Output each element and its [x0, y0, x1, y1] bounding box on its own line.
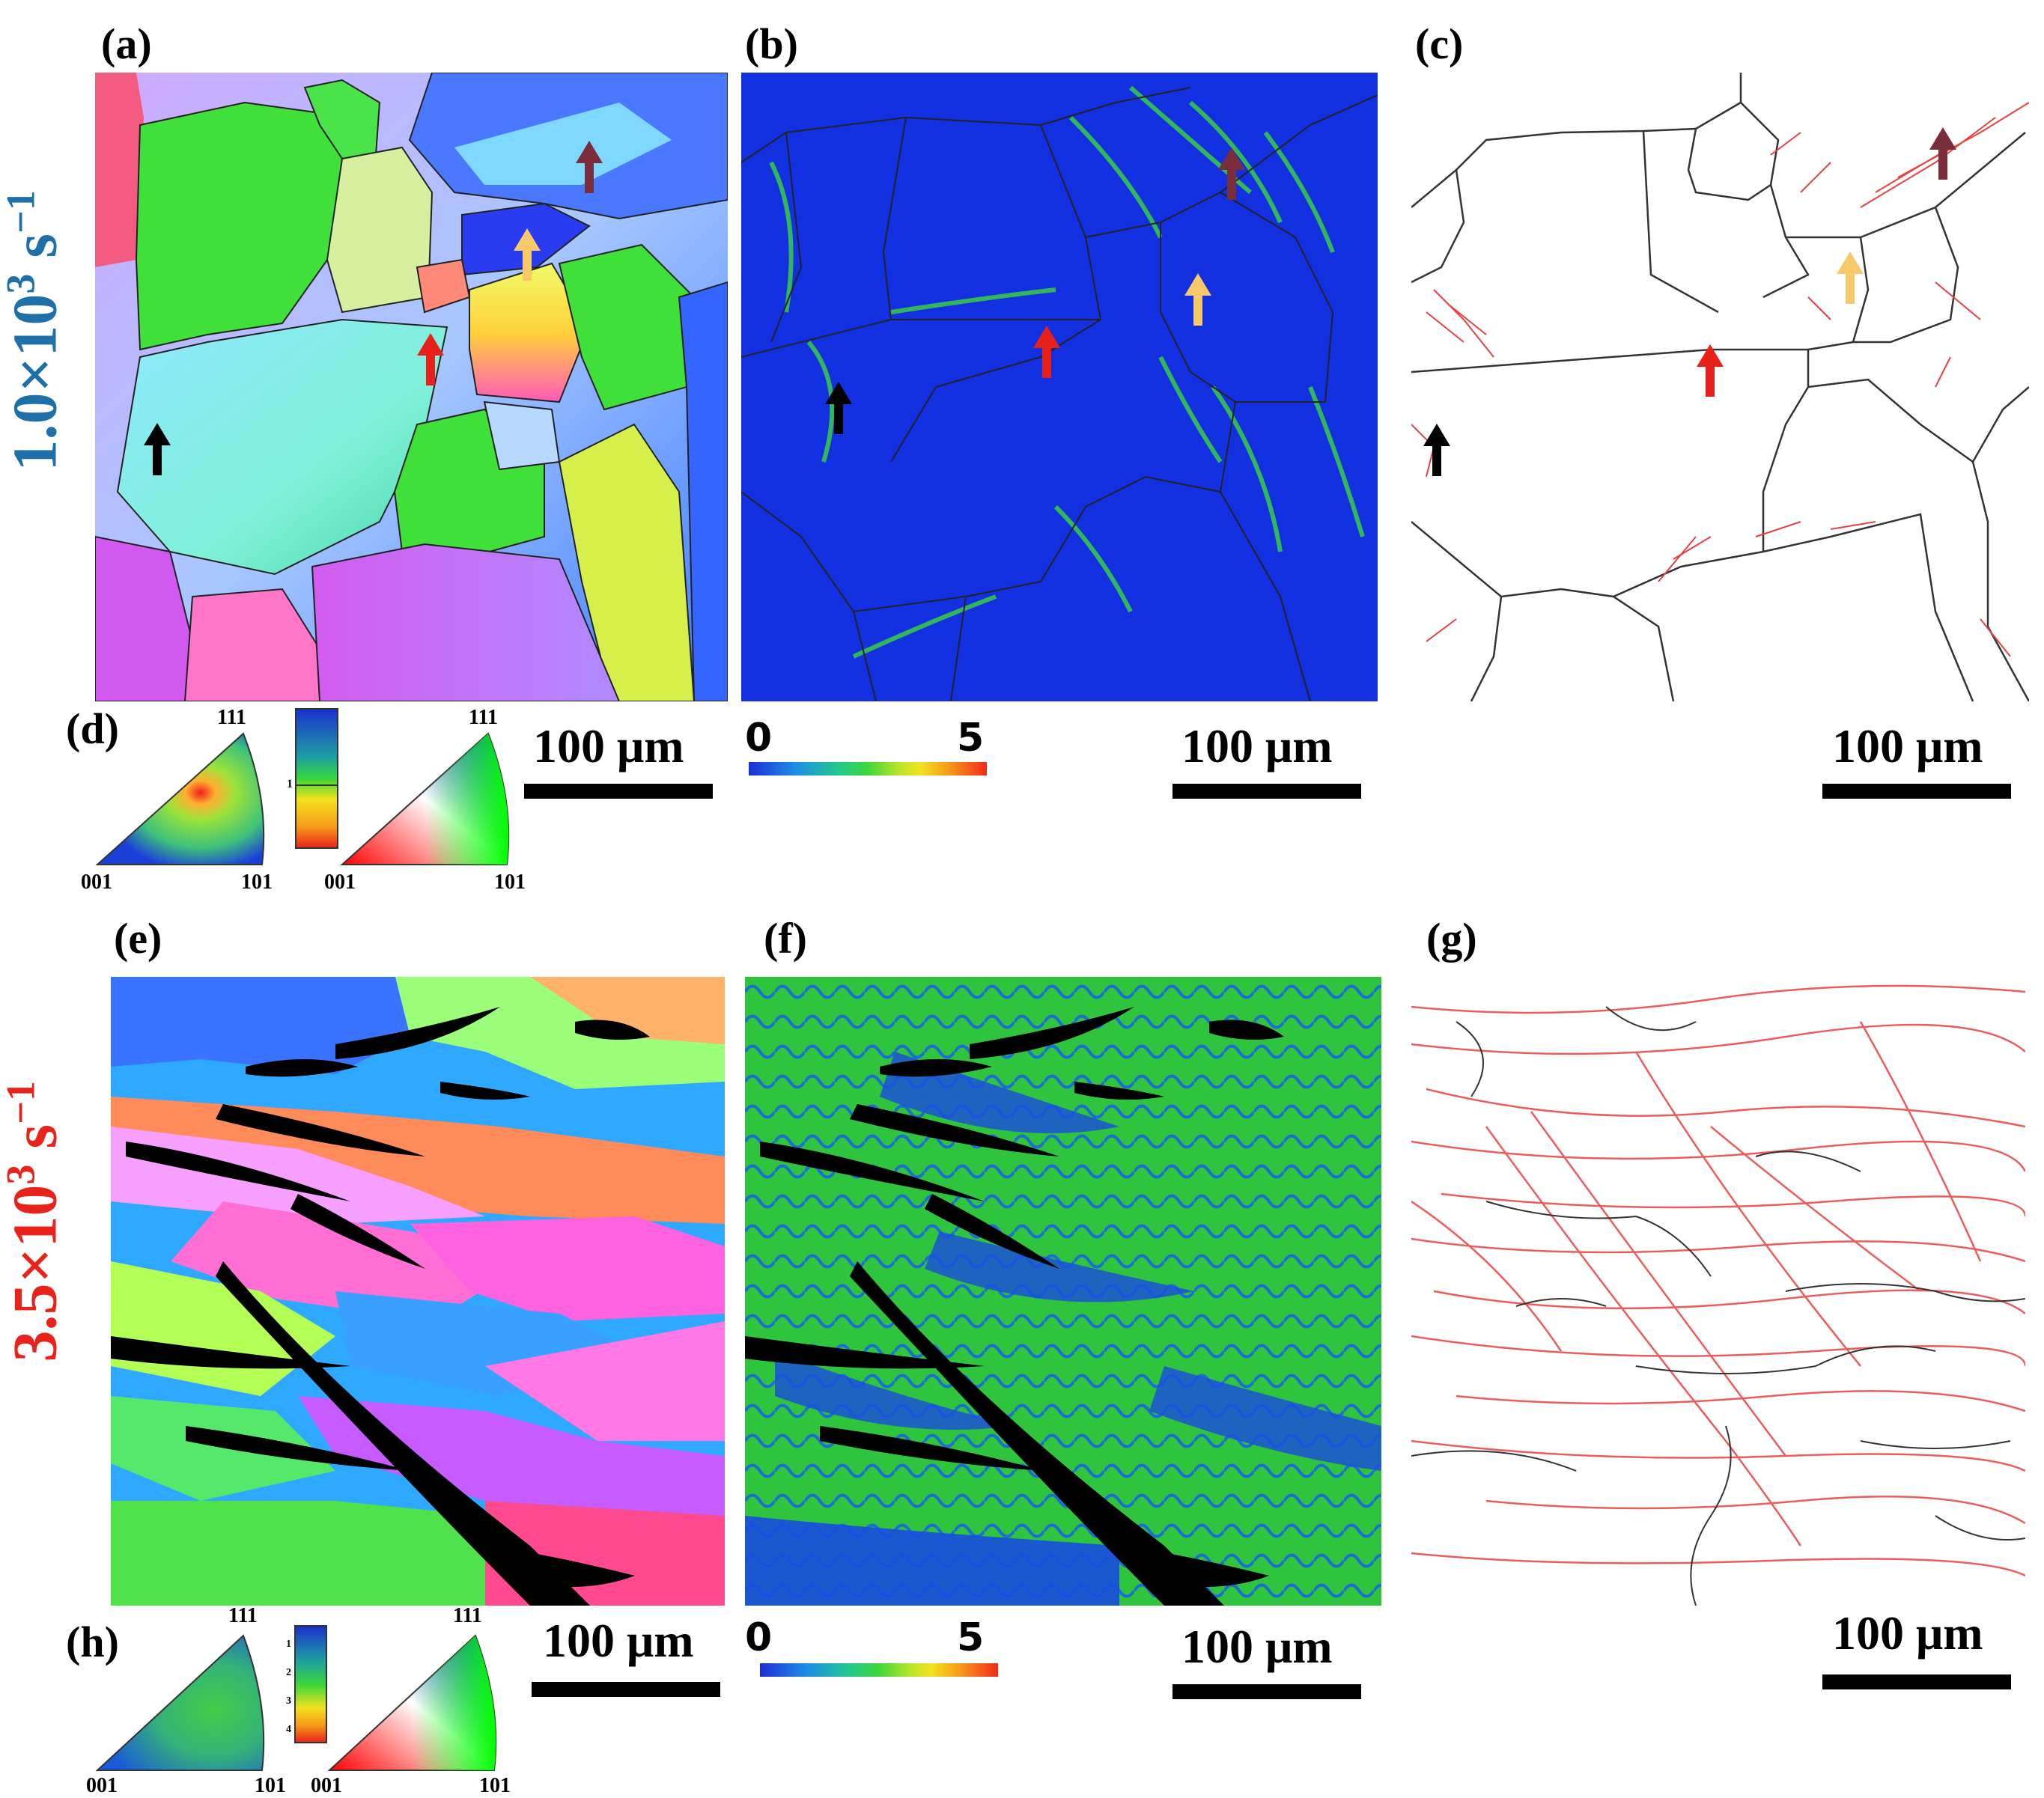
kam-colorbar-bottom: [760, 1663, 998, 1677]
ipf-density-label-111-top: 111: [217, 706, 246, 729]
kam-map-b: [741, 73, 1378, 701]
arrow-yellow-b: [1184, 273, 1211, 326]
inverse-pole-figure-density-h: [95, 1634, 265, 1771]
scale-bar-label-b: 100 μm: [1181, 719, 1333, 772]
kam-colorbar-min-bottom: 0: [745, 1615, 773, 1660]
ipf-density-label-001-bottom: 001: [86, 1774, 118, 1797]
panel-label-b: (b): [745, 19, 798, 68]
ipf-density-label-001-top: 001: [81, 871, 112, 894]
density-legend-d: [295, 708, 338, 849]
ipf-key-label-111-bottom: 111: [453, 1604, 482, 1627]
scale-bar-e: [532, 1682, 720, 1697]
panel-label-c: (c): [1415, 19, 1464, 68]
scale-bar-label-e: 100 μm: [543, 1614, 694, 1667]
ipf-density-label-101-top: 101: [241, 871, 273, 894]
scale-bar-b: [1172, 784, 1361, 799]
scale-bar-g: [1822, 1674, 2011, 1689]
panel-label-a: (a): [101, 19, 152, 68]
arrow-red-b: [1033, 326, 1060, 378]
kam-colorbar-min-top: 0: [745, 716, 773, 761]
ipf-key-label-101-top: 101: [494, 871, 526, 894]
density-legend-h: [294, 1625, 327, 1743]
scale-bar-label-g: 100 μm: [1832, 1606, 1983, 1660]
arrow-black-a: [144, 423, 171, 475]
arrow-red-a: [417, 333, 444, 385]
scale-bar-c: [1822, 784, 2011, 799]
panel-label-e: (e): [114, 914, 162, 963]
scale-bar-label-c: 100 μm: [1832, 719, 1983, 772]
density-legend-tick-2: 2: [286, 1667, 291, 1678]
arrow-yellow-c: [1837, 252, 1864, 304]
scale-bar-a: [524, 784, 713, 799]
density-legend-tick-1: 1: [286, 1639, 291, 1650]
panel-label-h: (h): [66, 1618, 119, 1666]
boundary-map-c: [1411, 73, 2029, 701]
inverse-pole-figure-density-d: [95, 732, 265, 865]
ipf-key-label-111-top: 111: [469, 706, 498, 729]
arrow-black-c: [1423, 424, 1450, 476]
scale-bar-f: [1172, 1684, 1361, 1699]
ipf-color-key-bottom: [327, 1634, 497, 1771]
arrow-black-b: [825, 382, 852, 434]
strain-rate-label-top: 1.0×103 s−1: [0, 190, 70, 472]
ipf-density-label-101-bottom: 101: [255, 1774, 286, 1797]
scale-bar-label-f: 100 μm: [1181, 1620, 1333, 1673]
boundary-map-g: [1411, 977, 2025, 1606]
kam-colorbar-top: [749, 762, 987, 775]
ipf-color-key-top: [340, 732, 510, 865]
panel-label-g: (g): [1426, 914, 1477, 963]
ipf-orientation-map-a: [95, 73, 728, 701]
ipf-key-label-101-bottom: 101: [479, 1774, 511, 1797]
ipf-key-label-001-top: 001: [324, 871, 356, 894]
strain-rate-label-bottom: 3.5×103 s−1: [0, 1081, 70, 1362]
kam-map-f: [745, 977, 1381, 1606]
density-legend-tick-4: 4: [286, 1724, 291, 1735]
arrow-purple-c: [1929, 127, 1956, 180]
panel-label-d: (d): [66, 704, 119, 753]
arrow-purple-b: [1218, 147, 1245, 200]
scale-bar-label-a: 100 μm: [533, 719, 684, 772]
kam-colorbar-max-bottom: 5: [957, 1615, 985, 1660]
arrow-purple-a: [576, 141, 603, 193]
kam-colorbar-max-top: 5: [957, 716, 985, 761]
ipf-orientation-map-e: [111, 977, 725, 1606]
panel-label-f: (f): [764, 914, 807, 963]
density-legend-tick-3: 3: [286, 1695, 291, 1707]
arrow-red-c: [1697, 344, 1724, 397]
ipf-key-label-001-bottom: 001: [311, 1774, 342, 1797]
arrow-yellow-a: [514, 228, 541, 281]
ipf-density-label-111-bottom: 111: [228, 1604, 258, 1627]
density-legend-tick-top: 1: [287, 778, 293, 790]
